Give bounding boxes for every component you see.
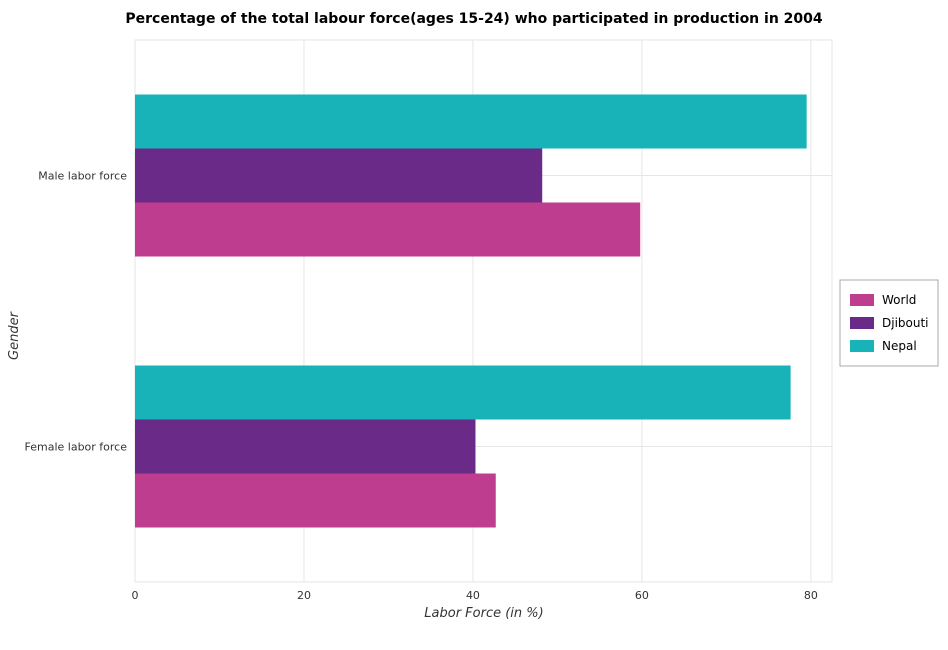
y-axis-label: Gender (7, 310, 22, 360)
legend: World Djibouti Nepal (839, 279, 939, 367)
x-tick-label: 60 (635, 589, 649, 602)
x-tick-labels: 0 20 40 60 80 (132, 589, 818, 602)
x-tick-label: 0 (132, 589, 139, 602)
bar-djibouti-female-labor-force (135, 419, 476, 474)
legend-label-world: World (882, 293, 916, 307)
legend-label-nepal: Nepal (882, 339, 917, 353)
x-tick-label: 40 (466, 589, 480, 602)
bar-nepal-female-labor-force (135, 365, 791, 420)
y-tick-label: Male labor force (38, 170, 127, 183)
y-tick-labels: Female labor force Male labor force (25, 170, 128, 454)
legend-swatch-world (850, 294, 874, 306)
x-tick-label: 20 (297, 589, 311, 602)
y-tick-label: Female labor force (25, 441, 128, 454)
legend-swatch-nepal (850, 340, 874, 352)
chart-title: Percentage of the total labour force(age… (125, 11, 823, 27)
plot-border (134, 39, 833, 583)
bar-world-female-labor-force (135, 473, 496, 528)
bar-world-male-labor-force (135, 202, 641, 257)
bars (135, 94, 807, 528)
x-axis-label: Labor Force (in %) (424, 606, 543, 621)
bar-nepal-male-labor-force (135, 94, 807, 149)
legend-label-djibouti: Djibouti (882, 316, 929, 330)
bar-djibouti-male-labor-force (135, 148, 543, 203)
x-tick-label: 80 (804, 589, 818, 602)
legend-swatch-djibouti (850, 317, 874, 329)
